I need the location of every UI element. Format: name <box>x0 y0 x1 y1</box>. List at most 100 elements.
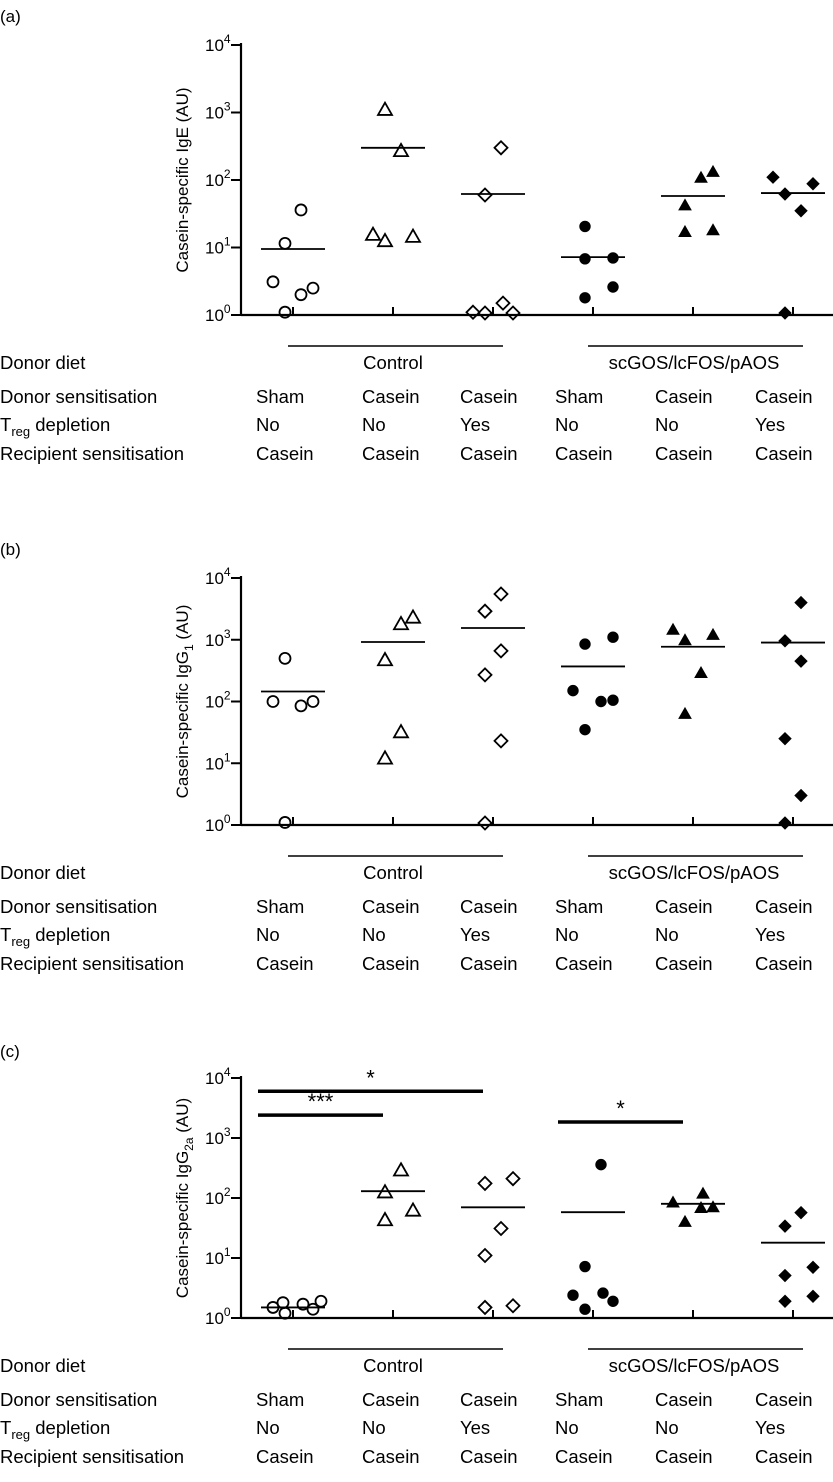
data-point <box>505 1297 521 1314</box>
y-tick-base: 10 <box>205 1129 224 1148</box>
data-point <box>477 667 493 683</box>
group-4 <box>561 1158 625 1315</box>
y-tick-label: 103 <box>205 100 231 123</box>
data-point <box>477 603 493 619</box>
data-point <box>306 1302 320 1316</box>
y-tick-exponent: 2 <box>224 689 231 703</box>
table-cell: Casein <box>362 953 420 974</box>
y-tick-exponent: 4 <box>224 32 231 46</box>
table-cell: Casein <box>755 443 813 464</box>
table-cell: No <box>555 924 579 945</box>
table-cell: Casein <box>655 953 713 974</box>
group-5 <box>661 1186 725 1227</box>
table-cell: Yes <box>460 414 490 435</box>
diet-group-label: scGOS/lcFOS/pAOS <box>609 1355 780 1376</box>
data-point <box>276 1296 290 1310</box>
group-5 <box>661 622 725 719</box>
data-point <box>778 634 792 648</box>
y-tick-label: 101 <box>205 235 231 258</box>
y-tick-label: 103 <box>205 1125 231 1148</box>
table-cell: Yes <box>755 1417 785 1438</box>
row-label-main: Donor sensitisation <box>0 386 157 407</box>
data-point <box>294 203 308 217</box>
data-point <box>579 723 591 736</box>
table-cell: Yes <box>755 414 785 435</box>
data-point <box>495 295 511 311</box>
data-point <box>278 305 292 319</box>
table-cell: Casein <box>362 1389 420 1410</box>
data-point <box>666 622 680 635</box>
panel-label: (c) <box>0 1042 20 1061</box>
data-point <box>579 1303 591 1315</box>
y-tick-base: 10 <box>205 754 224 773</box>
table-cell: No <box>362 414 386 435</box>
data-point <box>778 1294 792 1308</box>
group-2 <box>361 1161 425 1227</box>
group-1 <box>261 1294 328 1320</box>
data-point <box>579 292 591 304</box>
data-point <box>278 651 292 665</box>
table-cell: Casein <box>362 443 420 464</box>
group-1 <box>261 203 325 319</box>
data-point <box>567 1289 579 1301</box>
table-cell: Casein <box>755 1389 813 1410</box>
table-cell: Casein <box>755 1446 813 1467</box>
data-point <box>465 304 481 320</box>
y-tick-exponent: 1 <box>224 1245 231 1259</box>
table-cell: No <box>362 1417 386 1438</box>
row-label: Donor sensitisation <box>0 386 157 407</box>
data-point <box>266 695 280 708</box>
table-cell: Casein <box>256 953 314 974</box>
y-tick-base: 10 <box>205 171 224 190</box>
data-point <box>766 170 780 184</box>
data-point <box>278 816 292 829</box>
data-point <box>294 288 308 302</box>
y-axis-label-main: Casein-specific IgG <box>173 1151 192 1298</box>
y-tick-exponent: 3 <box>224 627 231 641</box>
data-point <box>579 253 591 265</box>
y-tick-base: 10 <box>205 36 224 55</box>
table-cell: Casein <box>460 953 518 974</box>
table-cell: Casein <box>362 896 420 917</box>
data-point <box>694 170 708 183</box>
panel-label: (b) <box>0 540 21 559</box>
data-point <box>392 142 410 158</box>
y-tick-exponent: 2 <box>224 167 231 181</box>
y-tick-label: 102 <box>205 689 231 712</box>
data-point <box>678 633 692 646</box>
data-point <box>607 252 619 264</box>
data-point <box>404 1201 422 1217</box>
data-point <box>477 1247 493 1264</box>
donor-diet-label: Donor diet <box>0 862 85 883</box>
y-tick-exponent: 0 <box>224 1305 231 1319</box>
table-cell: Casein <box>555 1446 613 1467</box>
data-point <box>607 1295 619 1307</box>
row-label-main: Donor sensitisation <box>0 896 157 917</box>
data-point <box>376 1211 394 1227</box>
row-label-main: Recipient sensitisation <box>0 443 184 464</box>
table-cell: Casein <box>555 443 613 464</box>
table-cell: No <box>362 924 386 945</box>
table-cell: Casein <box>460 386 518 407</box>
data-point <box>306 281 320 295</box>
data-point <box>404 227 422 243</box>
row-label: Treg depletion <box>0 924 110 949</box>
table-cell: No <box>256 1417 280 1438</box>
y-tick-exponent: 3 <box>224 100 231 114</box>
data-point <box>678 1214 692 1227</box>
y-tick-label: 100 <box>205 1305 231 1328</box>
data-point <box>794 595 808 610</box>
data-point <box>595 695 607 708</box>
table-cell: Casein <box>655 896 713 917</box>
data-point <box>477 1175 493 1192</box>
y-tick-exponent: 3 <box>224 1125 231 1139</box>
group-3 <box>461 140 525 321</box>
row-label-subscript: reg <box>11 934 30 949</box>
row-label: Treg depletion <box>0 414 110 439</box>
table-cell: Casein <box>256 1446 314 1467</box>
diet-group-label: Control <box>363 352 423 373</box>
data-point <box>392 723 410 739</box>
table-cell: Casein <box>755 896 813 917</box>
